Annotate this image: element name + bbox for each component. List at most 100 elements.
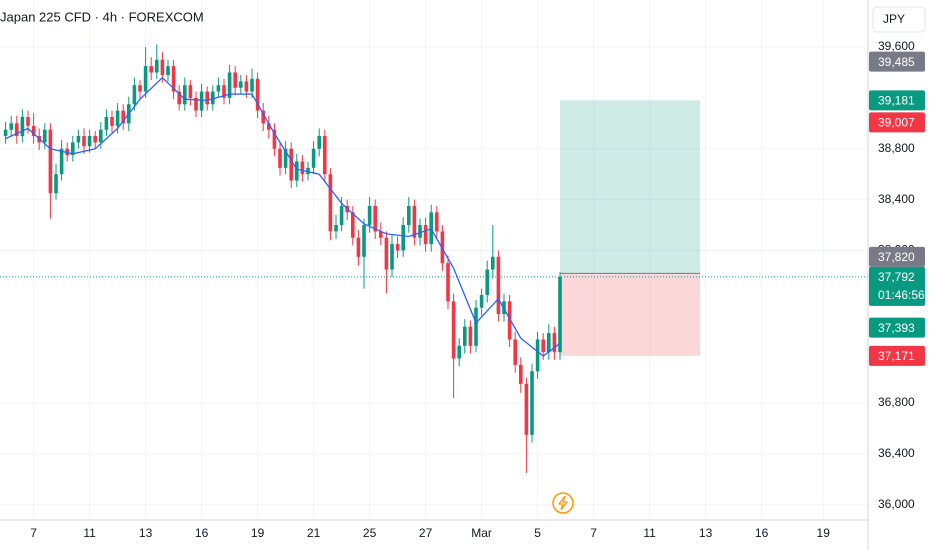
candle-body <box>283 148 288 168</box>
candle-body <box>300 161 305 175</box>
candle-body <box>351 212 355 238</box>
candle-body <box>183 85 187 105</box>
candle-body <box>155 59 159 73</box>
candle-body <box>362 225 366 257</box>
candle-body <box>233 72 237 88</box>
candle-body <box>143 66 148 92</box>
candle-body <box>239 81 243 88</box>
currency-label[interactable]: JPY <box>883 12 905 26</box>
candle-body <box>87 136 92 147</box>
candle-body <box>401 225 405 251</box>
candle-body <box>222 85 226 98</box>
candle-body <box>457 345 461 359</box>
event-icon[interactable] <box>552 492 574 514</box>
candle-body <box>390 244 394 270</box>
candle-body <box>278 148 282 168</box>
candle-body <box>317 136 321 149</box>
candle-body <box>199 91 204 111</box>
candle-body <box>250 78 254 92</box>
y-tick-label: 38,800 <box>878 141 915 155</box>
candle-body <box>451 301 456 359</box>
candle-body <box>289 148 293 181</box>
x-tick-label: 21 <box>307 526 321 540</box>
candle-body <box>171 66 176 92</box>
candle-body <box>115 110 120 126</box>
candle-body <box>535 339 540 372</box>
candle-body <box>132 85 137 105</box>
candle-body <box>295 161 299 181</box>
price-tag <box>869 266 925 306</box>
candle-body <box>547 333 551 353</box>
candle-body <box>194 97 198 111</box>
candle-body <box>373 205 377 232</box>
currency-button[interactable] <box>872 6 926 33</box>
price-tag-label: 37,820 <box>878 250 915 264</box>
candle-body <box>524 383 529 435</box>
candle-body <box>71 142 75 156</box>
candle-body <box>104 116 109 130</box>
candle-body <box>384 237 389 270</box>
x-tick-label: 16 <box>755 526 769 540</box>
y-tick-label: 36,800 <box>878 395 915 409</box>
axes: 39,60038,80038,40038,00036,80036,40036,0… <box>30 39 925 540</box>
chart-title: Japan 225 CFD · 4h · FOREXCOM <box>0 9 204 24</box>
candle-body <box>379 231 383 238</box>
candle-body <box>93 136 97 143</box>
candle-body <box>407 205 411 226</box>
candle-body <box>496 256 501 315</box>
y-tick-label: 38,400 <box>878 192 915 206</box>
x-tick-label: 27 <box>419 526 433 540</box>
candle-body <box>138 85 142 92</box>
candle-body <box>99 129 103 143</box>
y-tick-label: 36,000 <box>878 497 915 511</box>
candle-body <box>272 129 277 149</box>
candle-body <box>541 339 545 353</box>
candle-body <box>160 59 165 76</box>
y-tick-label: 36,400 <box>878 446 915 460</box>
price-tag-label: 37,171 <box>878 349 915 363</box>
x-tick-label: 19 <box>817 526 831 540</box>
price-tag-label: 39,007 <box>878 116 915 130</box>
candle-body <box>479 294 484 308</box>
x-tick-label: 19 <box>251 526 265 540</box>
x-tick-label: 13 <box>139 526 153 540</box>
candle-body <box>558 276 562 353</box>
candle-body <box>149 66 153 73</box>
candle-body <box>530 371 534 435</box>
candle-body <box>9 123 13 130</box>
candle-body <box>244 81 249 92</box>
candle-body <box>323 136 327 175</box>
price-tag-label: 39,485 <box>878 55 915 69</box>
price-tag <box>869 51 925 72</box>
candle-body <box>48 129 53 194</box>
candle-body <box>418 225 422 238</box>
candle-body <box>423 225 428 245</box>
candle-body <box>110 116 114 126</box>
candle-body <box>485 269 489 295</box>
candle-body <box>166 66 170 76</box>
candle-body <box>261 110 265 124</box>
candle-body <box>177 91 181 105</box>
target-zone <box>560 100 700 274</box>
x-tick-label: 25 <box>363 526 377 540</box>
price-tag-label: 39,181 <box>878 93 915 107</box>
candle-body <box>328 174 333 232</box>
candle-body <box>446 263 450 302</box>
x-tick-label: 11 <box>643 526 656 540</box>
price-tag <box>869 112 925 133</box>
candle-body <box>395 244 400 251</box>
candle-body <box>334 225 338 232</box>
candle-body <box>435 212 439 232</box>
candle-body <box>255 78 260 111</box>
candle-body <box>3 129 8 137</box>
moving-average <box>5 76 561 357</box>
candle-body <box>54 174 58 194</box>
price-tag <box>869 246 925 267</box>
price-tag <box>869 317 925 338</box>
candle-body <box>216 85 221 92</box>
candle-body <box>227 72 232 98</box>
price-tag-label: 37,792 <box>878 270 915 284</box>
